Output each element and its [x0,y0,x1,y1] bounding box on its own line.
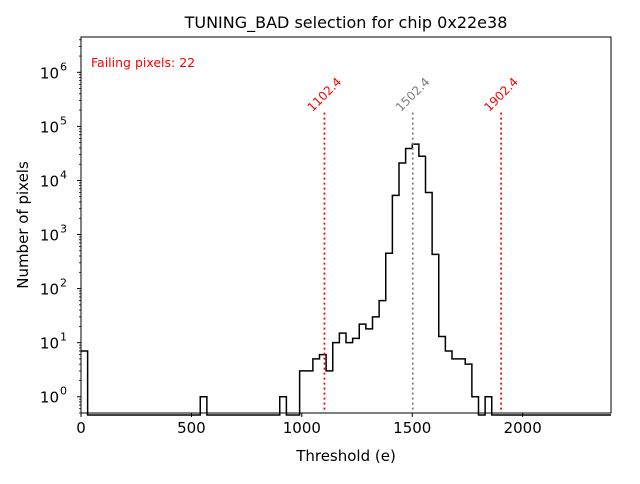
failing-pixels-annotation: Failing pixels: 22 [91,55,195,70]
y-tick-label: 10 [40,118,59,136]
x-tick-label: 1000 [283,419,321,437]
y-axis-label: Number of pixels [14,161,32,289]
y-tick-exponent: 4 [60,168,67,181]
x-tick-label: 0 [76,419,86,437]
y-tick-exponent: 6 [60,60,67,73]
x-tick-label: 500 [177,419,206,437]
y-tick-label: 10 [40,172,59,190]
y-tick-exponent: 5 [60,114,67,127]
y-tick-exponent: 2 [60,277,67,290]
y-tick-exponent: 3 [60,223,67,236]
y-tick-label: 10 [40,281,59,299]
axes-frame [80,36,612,414]
y-tick-label: 10 [40,227,59,245]
x-tick-label: 1500 [393,419,431,437]
chart-title: TUNING_BAD selection for chip 0x22e38 [184,13,508,33]
x-axis-label: Threshold (e) [295,447,396,465]
y-tick-label: 10 [40,64,59,82]
y-tick-label: 10 [40,335,59,353]
y-tick-exponent: 0 [60,385,67,398]
histogram-outline [81,143,611,416]
y-tick-label: 10 [40,389,59,407]
x-tick-label: 2000 [504,419,542,437]
y-tick-exponent: 1 [60,331,67,344]
